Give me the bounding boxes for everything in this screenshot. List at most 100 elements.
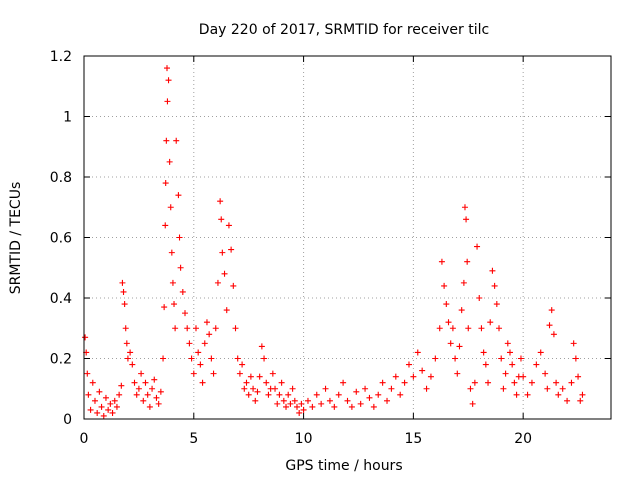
data-point [384, 397, 391, 404]
data-point [344, 397, 351, 404]
data-point [427, 373, 434, 380]
x-tick-label: 20 [514, 431, 532, 447]
data-point [168, 249, 175, 256]
data-point [221, 270, 228, 277]
data-point [162, 180, 169, 187]
data-point [577, 397, 584, 404]
data-point [548, 307, 555, 314]
data-point [388, 385, 395, 392]
data-point [572, 355, 579, 362]
data-point [559, 385, 566, 392]
data-point [122, 325, 129, 332]
data-point [438, 258, 445, 265]
y-tick-label: 1 [63, 110, 72, 126]
data-point [283, 403, 290, 410]
chart-title: Day 220 of 2017, SRMTID for receiver til… [199, 22, 489, 38]
data-point [232, 325, 239, 332]
data-point [212, 325, 219, 332]
data-point [107, 400, 114, 407]
data-point [239, 361, 246, 368]
data-point [274, 400, 281, 407]
data-point [188, 355, 195, 362]
data-point [142, 379, 149, 386]
data-point [160, 355, 167, 362]
data-point [318, 400, 325, 407]
plot-frame [83, 55, 612, 420]
data-point [135, 385, 142, 392]
data-point [219, 249, 226, 256]
data-point [461, 204, 468, 211]
y-tick-label: 0.4 [50, 291, 72, 307]
y-tick-label: 1.2 [50, 49, 72, 65]
data-point [164, 98, 171, 105]
data-point [165, 77, 172, 84]
data-point [289, 385, 296, 392]
data-point [454, 370, 461, 377]
data-point [493, 301, 500, 308]
data-point [190, 370, 197, 377]
data-point [575, 373, 582, 380]
data-point [252, 397, 259, 404]
data-point [500, 385, 507, 392]
data-point [322, 385, 329, 392]
data-point [447, 340, 454, 347]
data-point [375, 391, 382, 398]
data-point [94, 409, 101, 416]
data-point [236, 370, 243, 377]
data-point [533, 361, 540, 368]
data-point [109, 409, 116, 416]
data-point [414, 349, 421, 356]
data-point [410, 373, 417, 380]
data-point [100, 412, 107, 419]
data-point [171, 301, 178, 308]
data-point [124, 355, 131, 362]
data-point [568, 379, 575, 386]
data-point [401, 379, 408, 386]
data-point [276, 391, 283, 398]
data-point [502, 370, 509, 377]
data-point [151, 376, 158, 383]
data-point [96, 388, 103, 395]
data-point [119, 279, 126, 286]
data-point [423, 385, 430, 392]
grid-lines [84, 56, 611, 419]
data-point [223, 307, 230, 314]
data-point [555, 391, 562, 398]
data-point [269, 370, 276, 377]
data-point [326, 397, 333, 404]
data-point [379, 379, 386, 386]
data-point [129, 361, 136, 368]
data-point [161, 304, 168, 311]
data-point [366, 394, 373, 401]
data-point [498, 355, 505, 362]
data-point [456, 343, 463, 350]
data-point [140, 397, 147, 404]
data-point [443, 301, 450, 308]
data-point [370, 403, 377, 410]
data-point [225, 222, 232, 229]
data-point [98, 403, 105, 410]
data-point [120, 288, 127, 295]
data-point [313, 391, 320, 398]
data-point [234, 355, 241, 362]
data-point [162, 222, 169, 229]
data-point [579, 391, 586, 398]
x-axis-title: GPS time / hours [285, 458, 402, 474]
data-point [192, 325, 199, 332]
data-point [210, 370, 217, 377]
data-point [353, 388, 360, 395]
y-axis-title: SRMTID / TECUs [8, 182, 24, 295]
data-point [243, 379, 250, 386]
data-point [487, 319, 494, 326]
data-point [496, 325, 503, 332]
data-point [177, 264, 184, 271]
data-point [166, 158, 173, 165]
x-tick-label: 0 [80, 431, 89, 447]
data-point [144, 391, 151, 398]
data-point [197, 361, 204, 368]
data-point [296, 409, 303, 416]
data-point [155, 400, 162, 407]
data-point [256, 373, 263, 380]
data-point [241, 385, 248, 392]
